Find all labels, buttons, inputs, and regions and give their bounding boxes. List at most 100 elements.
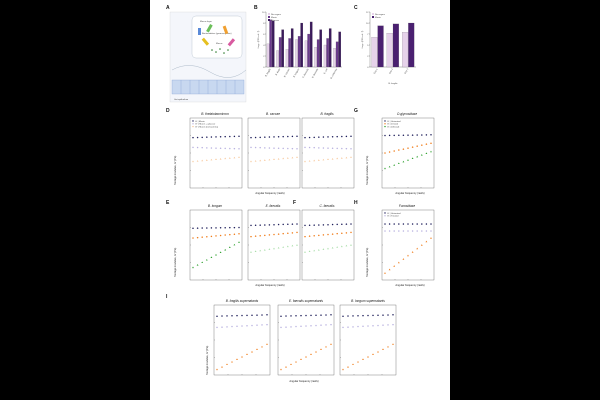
legend-marker <box>384 212 386 214</box>
data-point <box>259 136 261 139</box>
data-point <box>392 343 394 345</box>
data-point <box>268 147 271 149</box>
data-point <box>340 157 343 159</box>
y-tick-label: 10 <box>262 12 265 14</box>
data-point <box>308 136 311 139</box>
data-point <box>205 258 208 261</box>
data-point <box>331 246 334 249</box>
panel-i-title-2: E. faecalis supernatants <box>288 299 324 303</box>
data-point <box>219 227 222 229</box>
y-axis-label: Log₁₀ (CFU mL⁻¹) <box>361 31 364 49</box>
data-point <box>331 147 334 149</box>
data-point <box>291 232 294 234</box>
panel-a-schematic: Mucus layer Bacteroidetes (gram-negative… <box>169 11 247 103</box>
legend-label: Mucin <box>375 17 382 19</box>
data-point <box>397 261 400 264</box>
data-point <box>388 151 391 153</box>
data-point <box>336 135 338 138</box>
data-point <box>256 324 258 326</box>
data-point <box>290 315 292 317</box>
legend-marker <box>384 120 386 122</box>
data-point <box>384 223 386 225</box>
data-point <box>322 136 325 138</box>
data-point <box>322 224 325 226</box>
panel-a-other-text: Gut epithelium <box>174 98 188 101</box>
data-point <box>264 147 266 149</box>
data-point <box>407 254 409 257</box>
bar <box>326 38 329 68</box>
data-point <box>388 223 391 225</box>
data-point <box>416 134 418 136</box>
y-tick-label: 12 <box>366 12 369 14</box>
data-point <box>425 152 428 154</box>
legend-marker <box>384 215 386 217</box>
data-point <box>347 315 349 317</box>
bar <box>408 22 415 68</box>
panel-label-f: F <box>293 200 297 206</box>
data-point <box>261 324 263 326</box>
data-point <box>206 227 208 229</box>
data-point <box>352 363 354 366</box>
data-point <box>268 234 271 236</box>
data-point <box>350 244 352 246</box>
legend-label: No sugars <box>271 13 282 16</box>
data-point <box>310 353 312 355</box>
figure-page: A Mucus layer Bacteroidetes (gram-negati… <box>150 0 450 400</box>
data-point <box>388 134 391 137</box>
data-point <box>224 234 226 236</box>
data-point <box>296 156 298 158</box>
x-tick-label: B. theta <box>275 67 282 76</box>
data-point <box>259 249 262 252</box>
bar <box>297 36 301 68</box>
data-point <box>224 226 226 229</box>
data-point <box>277 136 280 138</box>
data-point <box>398 223 400 225</box>
legend-label: No sugars <box>375 13 386 16</box>
data-point <box>308 146 311 149</box>
data-point <box>308 160 311 162</box>
legend-label: Glucose <box>271 20 280 22</box>
data-point <box>236 325 238 328</box>
data-point <box>273 247 275 250</box>
bar <box>307 33 310 68</box>
x-axis-label: B. fragilis <box>389 82 399 85</box>
data-point <box>280 326 282 329</box>
x-tick-label: Day 1 <box>374 68 379 75</box>
y-axis-label-h: Storage modulus, G' (Pa) <box>366 247 369 277</box>
legend-label: G' | 10U (x2) <box>387 126 400 128</box>
panel-label-h: H <box>354 200 358 206</box>
bar <box>276 50 279 68</box>
data-point <box>367 325 369 327</box>
y-tick-label: 2 <box>367 56 369 58</box>
data-point <box>384 152 386 154</box>
panel-d-title-3: B. fragilis <box>320 112 334 116</box>
data-point <box>313 136 315 139</box>
data-point <box>345 232 348 234</box>
data-point <box>330 314 332 316</box>
data-point <box>219 234 222 237</box>
data-point <box>238 233 240 235</box>
data-point <box>291 156 294 159</box>
data-point <box>350 156 352 158</box>
panel-a-bacteroides-text: Bacteroidetes (gram-negative) <box>202 32 232 35</box>
data-point <box>367 314 369 317</box>
data-point <box>322 234 325 236</box>
data-point <box>336 246 339 248</box>
x-tick-label: B. longum <box>293 68 300 78</box>
x-tick-label: E. fascialis <box>312 68 319 79</box>
data-point <box>201 227 203 229</box>
data-point <box>219 251 222 253</box>
data-point <box>295 360 297 363</box>
data-point <box>238 241 240 243</box>
bar <box>309 21 313 68</box>
data-point <box>210 158 213 161</box>
data-point <box>327 158 329 160</box>
data-point <box>224 135 226 138</box>
data-point <box>259 159 262 162</box>
data-point <box>377 324 379 327</box>
bar <box>300 22 303 68</box>
data-point <box>325 345 327 348</box>
data-point <box>256 314 258 316</box>
bar <box>269 19 272 68</box>
data-point <box>310 324 312 327</box>
